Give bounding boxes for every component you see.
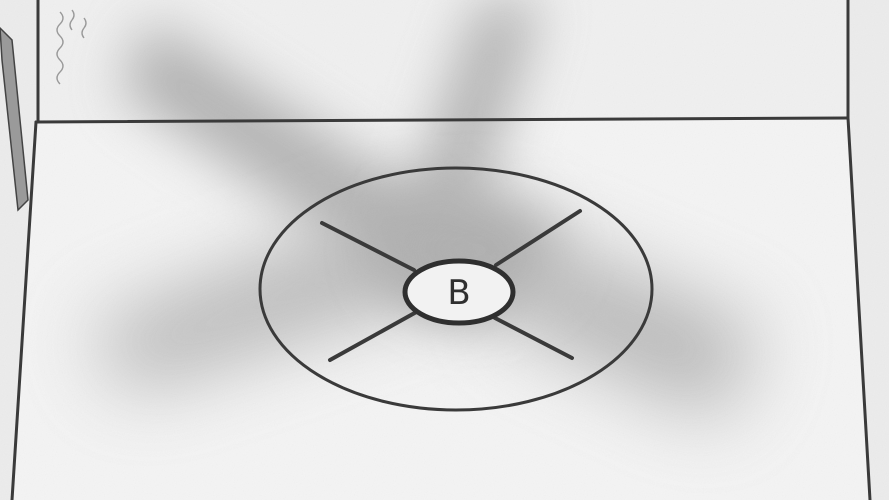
helipad-marking-icon: B: [258, 166, 654, 412]
helipad-letter-label: B: [447, 273, 470, 313]
building-edges: [10, 0, 872, 500]
smoke-squiggle-icon: [56, 9, 87, 85]
side-ledge: [0, 26, 29, 212]
